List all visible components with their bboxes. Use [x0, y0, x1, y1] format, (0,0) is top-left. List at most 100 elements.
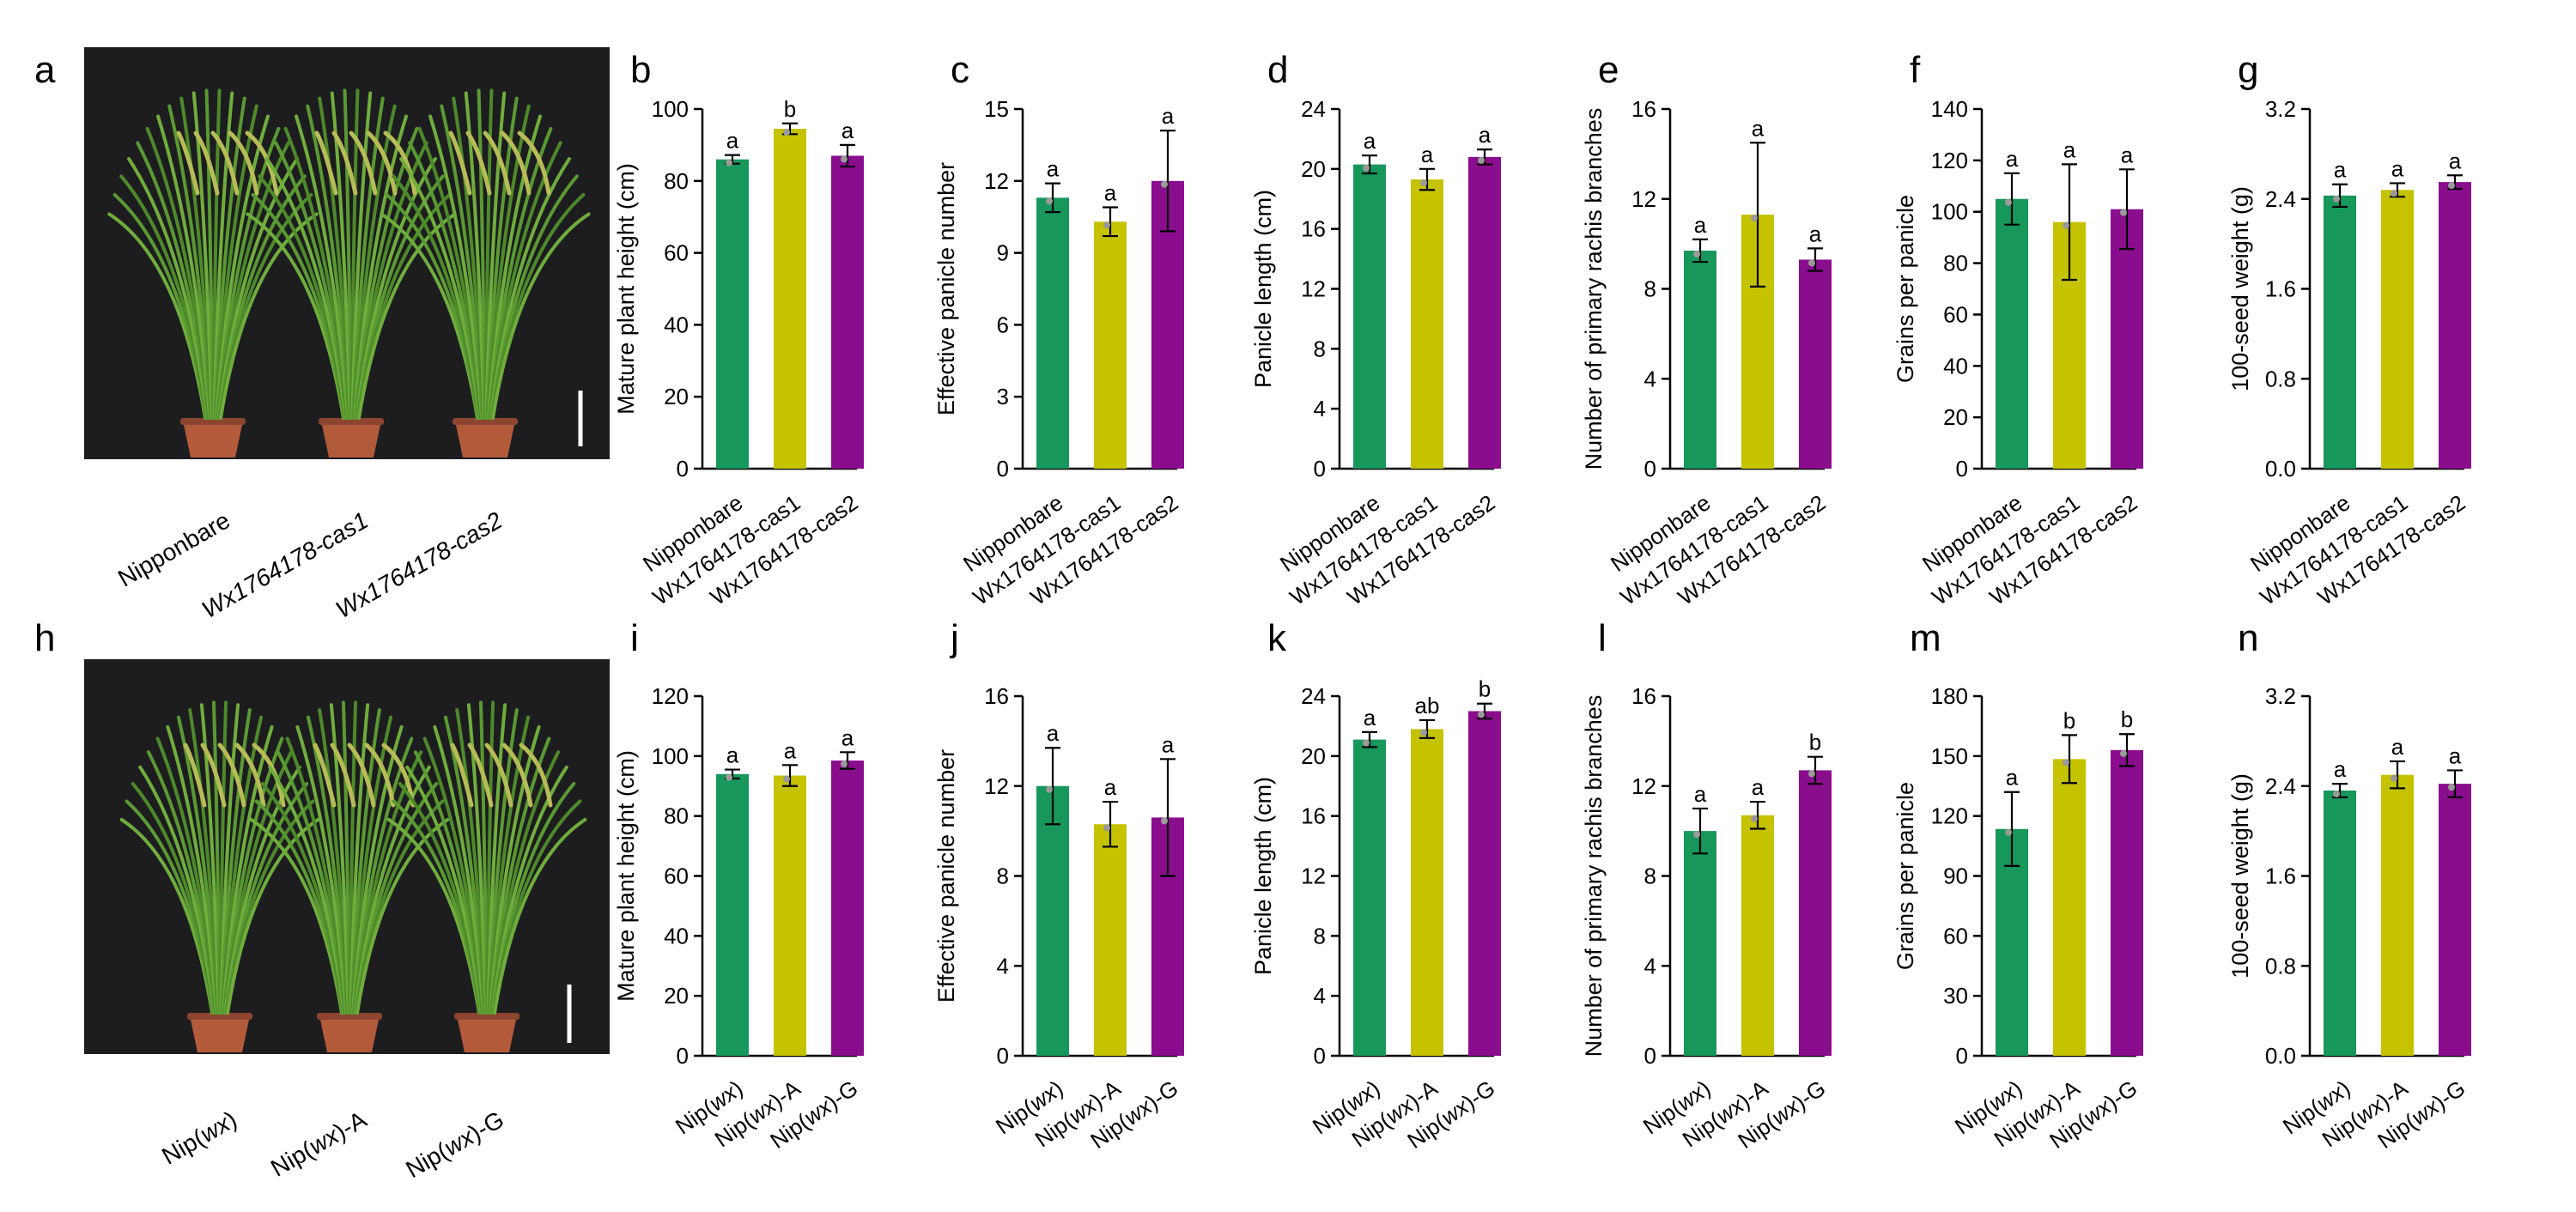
leaf [484, 91, 507, 420]
leaf [464, 91, 486, 420]
chart-panel-e: e 0 4 8 12 16 Number of primary rachis branche… [1581, 49, 1832, 610]
data-point [2120, 749, 2127, 757]
panicle [330, 742, 356, 808]
y-tick-label: 16 [1301, 803, 1326, 829]
pot [320, 1020, 379, 1052]
significance-letter: a [784, 737, 797, 763]
significance-letter: a [1809, 221, 1822, 246]
bar [1036, 197, 1069, 469]
y-tick-label: 8 [1314, 336, 1326, 361]
panicle [193, 130, 220, 196]
data-point [1103, 824, 1110, 832]
data-point [783, 129, 790, 136]
significance-letter: a [1162, 731, 1175, 757]
y-axis-label: Effective panicle number [933, 162, 959, 415]
panicle [234, 742, 266, 808]
y-tick-label: 12 [1301, 864, 1326, 889]
y-tick-label: 20 [664, 983, 689, 1009]
leaf [191, 91, 214, 420]
bar [1353, 164, 1386, 470]
panicle [217, 742, 246, 808]
bar [1996, 198, 2028, 469]
bar [1411, 179, 1443, 469]
y-tick-label: 4 [1644, 953, 1656, 979]
y-tick-label: 0.0 [2265, 1043, 2296, 1069]
y-tick-label: 12 [984, 168, 1009, 194]
y-axis-label: Number of primary rachis branches [1581, 695, 1607, 1057]
significance-letter: b [1809, 730, 1821, 755]
y-tick-label: 0 [997, 456, 1009, 482]
bar [2111, 209, 2143, 469]
data-point [2120, 209, 2127, 216]
y-tick-label: 0 [1956, 1043, 1968, 1069]
bar [831, 761, 864, 1056]
pot-rim [454, 1013, 519, 1020]
bar [1036, 785, 1069, 1056]
y-tick-label: 60 [664, 864, 689, 889]
bar [2053, 759, 2086, 1056]
significance-letter: a [2391, 155, 2404, 181]
y-tick-label: 0 [1314, 1043, 1326, 1069]
significance-letter: a [2334, 756, 2347, 782]
bar [831, 155, 864, 469]
panicle [183, 742, 207, 808]
y-tick-label: 80 [1943, 251, 1968, 276]
y-tick-label: 0 [1644, 1043, 1656, 1069]
genotype-label: Nip(wx)-A [266, 1106, 371, 1181]
y-tick-label: 100 [1931, 199, 1968, 225]
data-point [1751, 815, 1758, 822]
data-point [1046, 785, 1053, 793]
y-tick-label: 8 [1314, 923, 1326, 948]
leaf [179, 96, 213, 420]
pot [184, 425, 242, 458]
bar [1741, 815, 1774, 1056]
chart-panel-l: l 0 4 8 12 16 Number of primary rachis branche… [1581, 617, 1832, 1154]
leaf [343, 88, 353, 420]
y-tick-label: 1.6 [2265, 276, 2296, 302]
data-point [1161, 180, 1168, 188]
panel-letter: c [951, 49, 969, 91]
data-point [1808, 770, 1815, 778]
y-tick-label: 16 [1631, 96, 1656, 122]
data-point [2063, 759, 2069, 767]
leaf [330, 91, 352, 420]
leaf [493, 817, 587, 1015]
significance-letter: a [1104, 774, 1117, 800]
data-point [2391, 190, 2397, 197]
chart-panel-i: i 0 20 40 60 80 100 120 Mature plant height (cm)… [613, 617, 864, 1154]
pot [458, 1020, 516, 1052]
leaf [357, 212, 457, 420]
y-axis-label: Panicle length (cm) [1250, 190, 1276, 388]
y-tick-label: 0 [1644, 456, 1656, 482]
y-tick-label: 12 [1631, 186, 1656, 212]
data-point [841, 155, 848, 163]
significance-letter: b [1479, 676, 1491, 702]
significance-letter: b [2063, 707, 2075, 733]
pot [456, 425, 514, 458]
y-tick-label: 20 [1943, 404, 1968, 430]
panicle [448, 130, 472, 196]
panicle [200, 742, 227, 808]
significance-letter: a [1047, 156, 1060, 182]
leaf [349, 88, 360, 420]
data-point [783, 775, 790, 783]
data-point [841, 761, 848, 768]
panel-letter: f [1910, 49, 1921, 91]
panicle [313, 742, 337, 808]
y-tick-label: 0 [677, 1043, 689, 1069]
data-point [1363, 739, 1370, 747]
bar [1799, 770, 1832, 1056]
data-point [1751, 215, 1758, 222]
bar [1468, 156, 1501, 469]
panicle [331, 130, 358, 196]
significance-letter: a [1752, 115, 1765, 141]
panicle [501, 742, 533, 808]
significance-letter: a [1694, 781, 1707, 807]
